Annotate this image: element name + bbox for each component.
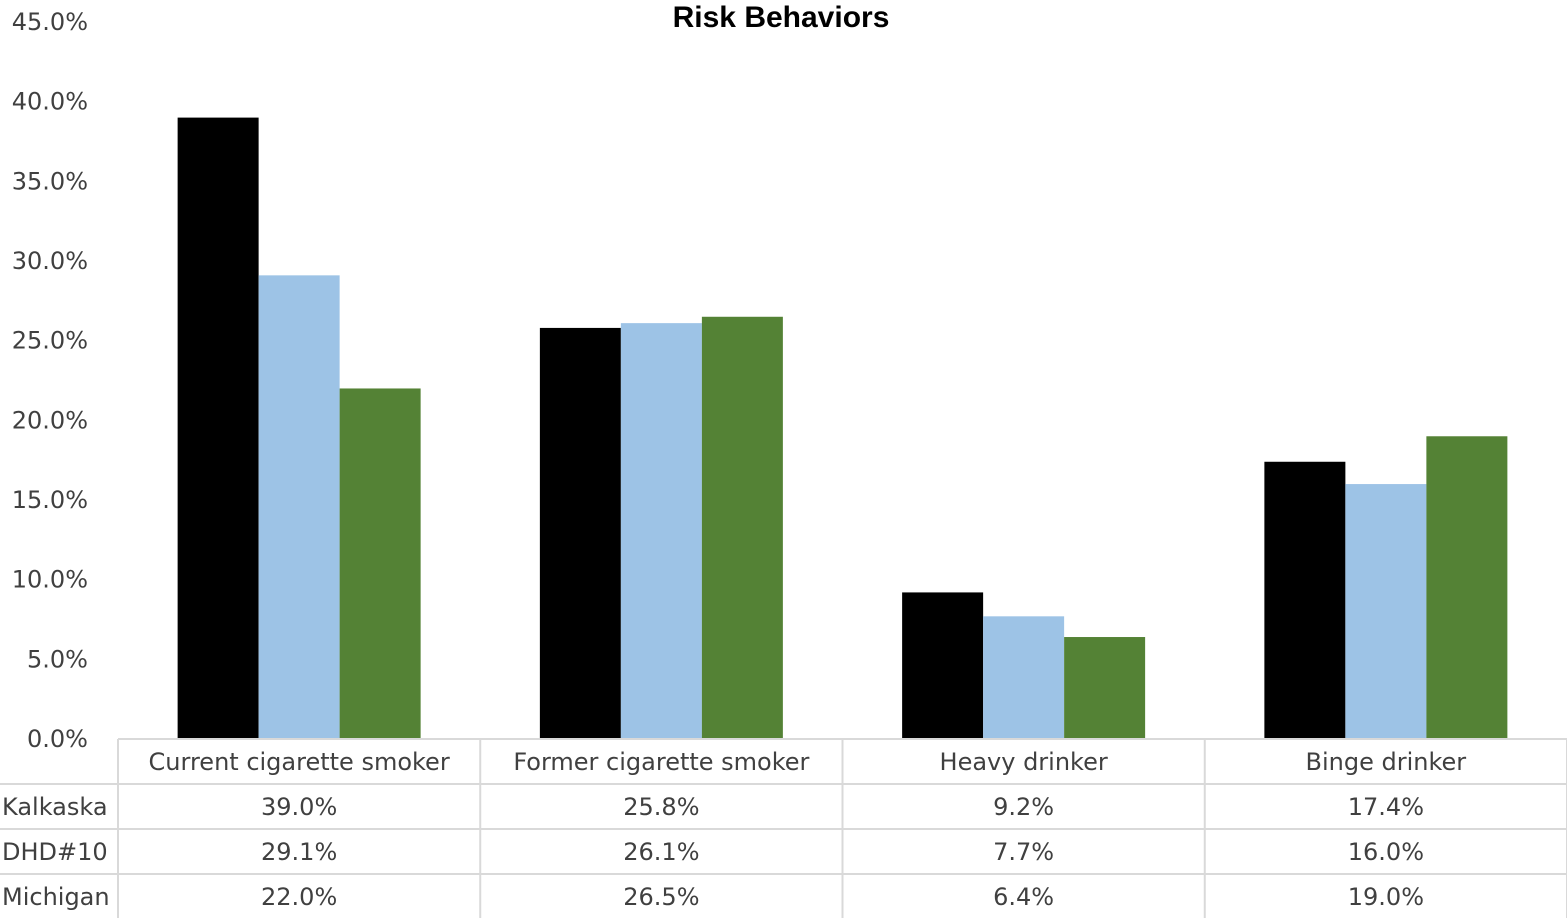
data-table-cell: 26.1% — [623, 838, 699, 866]
chart-title: Risk Behaviors — [673, 1, 890, 34]
bar-kalkaska-0 — [177, 117, 259, 740]
data-table: Current cigarette smoker Former cigarette… — [0, 738, 1567, 918]
series-name-label: Kalkaska — [2, 793, 108, 821]
y-tick-label: 30.0% — [12, 247, 88, 275]
bar-kalkaska-1 — [539, 327, 621, 739]
series-name-label: Michigan — [2, 883, 110, 911]
bar-kalkaska-3 — [1264, 461, 1346, 739]
data-table-cell: 25.8% — [623, 793, 699, 821]
y-tick-label: 45.0% — [12, 8, 88, 36]
data-table-cell: 29.1% — [261, 838, 337, 866]
category-label: Former cigarette smoker — [513, 748, 809, 776]
bar-dhd-10-0 — [258, 275, 340, 739]
data-table-cell: 17.4% — [1348, 793, 1424, 821]
bar-michigan-0 — [339, 388, 421, 739]
bar-dhd-10-3 — [1345, 484, 1427, 739]
y-axis: 0.0% 5.0% 10.0% 15.0% 20.0% 25.0% 30.0% 35.0% 40… — [12, 8, 88, 753]
bars — [177, 117, 1508, 740]
data-table-cell: 39.0% — [261, 793, 337, 821]
data-table-cell: 26.5% — [623, 883, 699, 911]
data-table-cell: 9.2% — [993, 793, 1054, 821]
bar-michigan-2 — [1064, 637, 1146, 739]
bar-michigan-3 — [1426, 436, 1508, 739]
y-tick-label: 40.0% — [12, 88, 88, 116]
data-table-cell: 7.7% — [993, 838, 1054, 866]
bar-dhd-10-2 — [983, 616, 1065, 739]
y-tick-label: 5.0% — [27, 645, 88, 673]
data-table-cell: 16.0% — [1348, 838, 1424, 866]
y-tick-label: 35.0% — [12, 167, 88, 195]
y-tick-label: 10.0% — [12, 566, 88, 594]
bar-michigan-1 — [701, 316, 783, 739]
y-tick-label: 15.0% — [12, 486, 88, 514]
data-table-cell: 19.0% — [1348, 883, 1424, 911]
data-table-cell: 22.0% — [261, 883, 337, 911]
bar-kalkaska-2 — [902, 592, 984, 739]
category-label: Current cigarette smoker — [149, 748, 450, 776]
y-tick-label: 20.0% — [12, 406, 88, 434]
category-label: Binge drinker — [1306, 748, 1467, 776]
y-tick-label: 0.0% — [27, 725, 88, 753]
series-name-label: DHD#10 — [2, 838, 108, 866]
bar-dhd-10-1 — [620, 323, 702, 739]
data-table-cell: 6.4% — [993, 883, 1054, 911]
y-tick-label: 25.0% — [12, 327, 88, 355]
category-label: Heavy drinker — [940, 748, 1108, 776]
